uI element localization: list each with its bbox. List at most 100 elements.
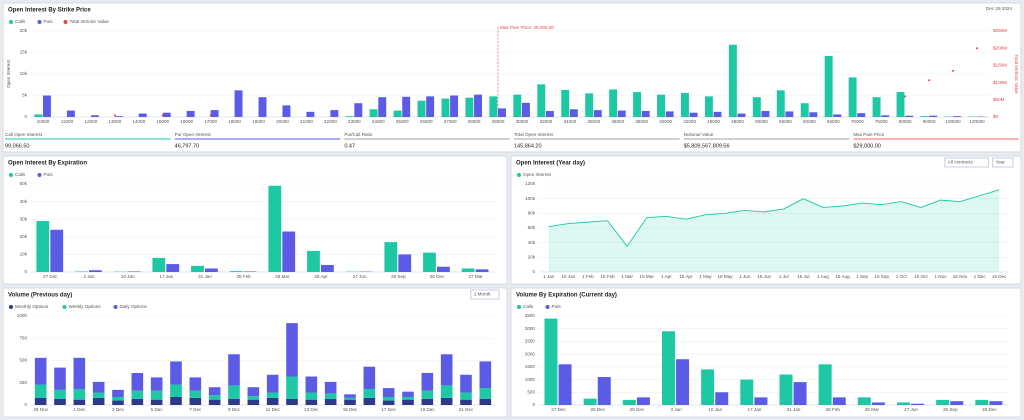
bar-segment	[131, 398, 144, 405]
stat-label: Call Open Interest	[5, 132, 43, 137]
x-tick-label: 15 Oct	[914, 274, 928, 279]
y-tick-label: 3500	[525, 313, 536, 318]
y-tick-label: 0	[24, 114, 27, 119]
bar-segment	[363, 366, 376, 389]
bar	[234, 90, 243, 117]
dropdown[interactable]	[944, 157, 990, 168]
bar	[75, 271, 88, 272]
x-tick-label: 3 Dec	[112, 407, 125, 412]
x-tick-label: 21 Dec	[459, 407, 474, 412]
x-tick-label: 1 Sep	[856, 274, 868, 279]
bar-segment	[228, 354, 240, 386]
x-tick-label: 10 Jan	[708, 407, 722, 412]
y-tick-label: 750	[19, 335, 27, 340]
bar	[818, 364, 832, 405]
bar-segment	[73, 388, 86, 400]
dropdown[interactable]	[992, 157, 1014, 168]
bar	[911, 403, 925, 405]
bar-segment	[266, 397, 279, 405]
y2-tick-label: $100M	[993, 80, 1007, 85]
bar-segment	[228, 385, 240, 399]
x-tick-label: 12000	[84, 119, 97, 124]
x-tick-label: 27 Dec	[551, 407, 566, 412]
bar	[229, 271, 243, 272]
bar	[34, 114, 43, 117]
point	[928, 79, 931, 82]
y-tick-label: 100k	[525, 196, 536, 201]
x-tick-label: 24000	[372, 119, 385, 124]
bar	[558, 364, 572, 405]
legend-swatch	[113, 305, 118, 309]
bar	[776, 90, 785, 117]
bar	[437, 266, 450, 272]
legend-label: Calls	[15, 172, 26, 177]
x-tick-label: 18000	[228, 119, 241, 124]
dropdown[interactable]	[470, 289, 500, 300]
x-tick-label: 45000	[707, 119, 720, 124]
stat-value: 0.47	[344, 143, 355, 149]
legend-swatch	[37, 173, 42, 177]
x-tick-label: 5 Dec	[151, 407, 164, 412]
bar	[761, 110, 770, 117]
bar-segment	[421, 372, 434, 391]
bar-segment	[112, 389, 124, 397]
bar-segment	[54, 389, 66, 399]
x-tick-label: 1 May	[699, 274, 712, 279]
x-tick-label: 48000	[731, 119, 744, 124]
bar	[622, 399, 636, 405]
bar	[258, 97, 267, 117]
bar	[597, 377, 611, 405]
bar	[641, 110, 650, 117]
y-tick-label: 50k	[20, 181, 28, 186]
y-tick-label: 0	[24, 269, 27, 274]
x-tick-label: 21000	[300, 119, 313, 124]
x-tick-label: 1 Jun	[739, 274, 751, 279]
bar	[583, 398, 597, 405]
bar	[857, 397, 871, 405]
x-tick-label: 1 Aug	[817, 274, 829, 279]
bar-segment	[305, 392, 318, 400]
bar	[423, 252, 436, 272]
x-tick-label: 38000	[635, 119, 648, 124]
bar-segment	[344, 394, 356, 398]
bar	[162, 112, 171, 117]
bar-segment	[440, 385, 453, 398]
stat-label: Max Pain Price	[853, 132, 884, 137]
x-tick-label: 25 Apr	[314, 274, 328, 279]
bar	[282, 231, 296, 272]
bar-segment	[479, 398, 492, 405]
bar	[936, 399, 950, 405]
stat-label: Notional Value	[684, 132, 714, 137]
bar	[585, 93, 594, 117]
bar-segment	[247, 399, 260, 405]
bar-segment	[421, 398, 434, 405]
bar	[689, 112, 698, 117]
bar-segment	[34, 357, 47, 385]
bar-segment	[54, 367, 66, 390]
stat-value: $5,809,567,809.56	[684, 143, 730, 149]
y-tick-label: 500	[19, 358, 27, 363]
bar	[498, 108, 506, 117]
bar	[633, 92, 642, 117]
bar	[545, 110, 554, 117]
bar	[832, 397, 846, 405]
dropdown-label: Year	[996, 160, 1006, 165]
bar	[243, 271, 257, 272]
x-tick-label: 7 Dec	[189, 407, 202, 412]
bar	[378, 97, 387, 117]
bar	[282, 105, 291, 117]
bar	[369, 109, 378, 117]
bar	[513, 94, 522, 117]
bar-segment	[382, 400, 395, 405]
bar	[728, 44, 737, 118]
bar	[809, 112, 818, 117]
bar-segment	[208, 395, 221, 400]
x-tick-label: 9 Dec	[228, 407, 241, 412]
bar	[953, 116, 962, 117]
bar	[609, 89, 618, 117]
x-tick-label: 28 Mar	[865, 407, 880, 412]
bar-segment	[92, 392, 105, 398]
panel-title: Volume (Previous day)	[8, 293, 72, 299]
bar	[561, 89, 570, 117]
bar-segment	[112, 400, 124, 405]
